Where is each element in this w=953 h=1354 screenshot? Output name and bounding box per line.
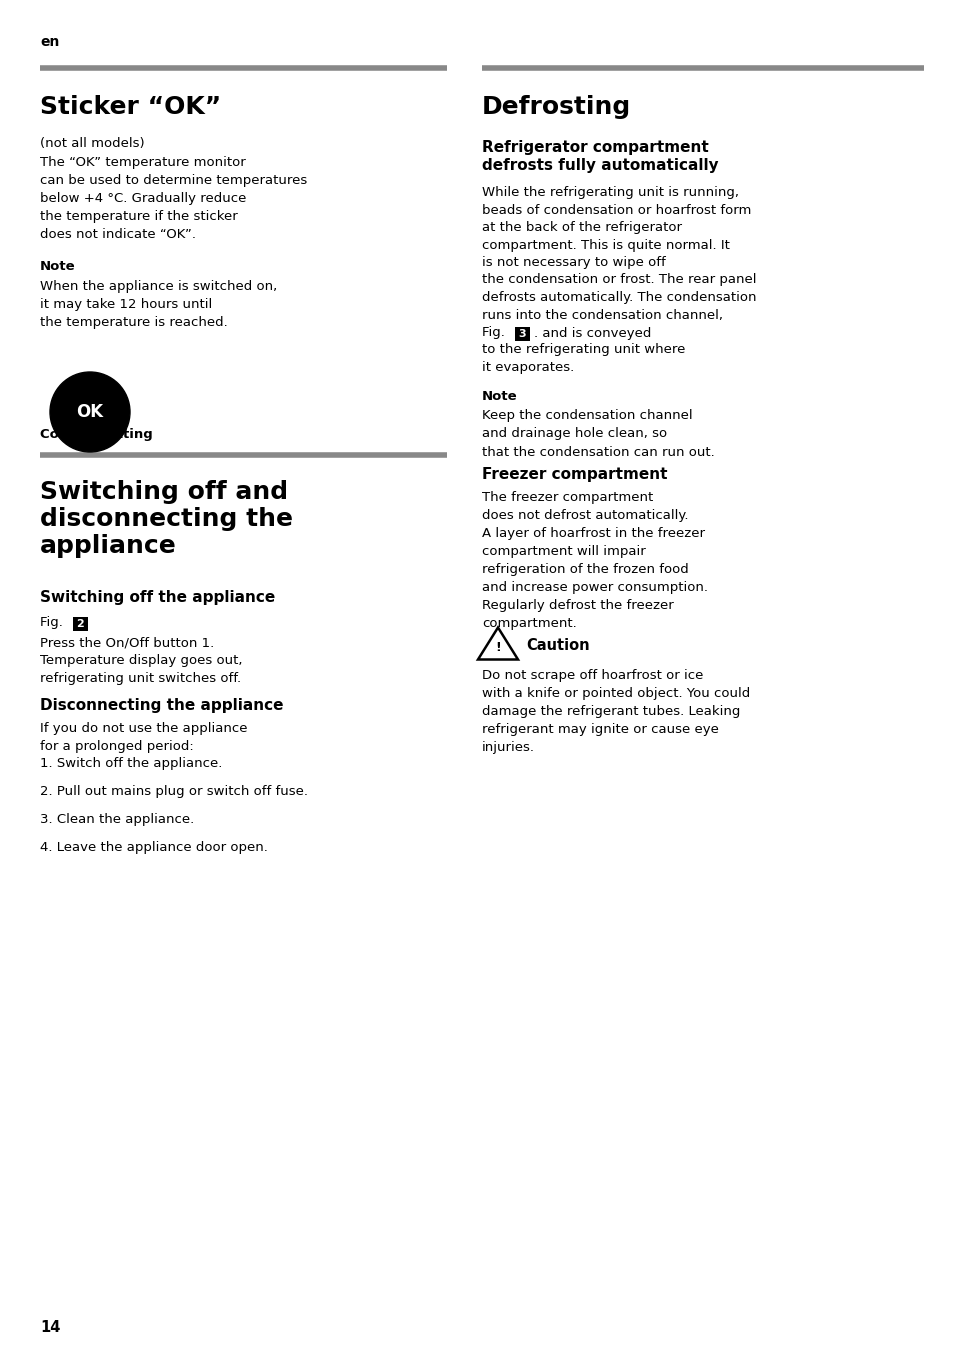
Text: Freezer compartment: Freezer compartment: [481, 467, 667, 482]
Text: beads of condensation or hoarfrost form: beads of condensation or hoarfrost form: [481, 203, 751, 217]
Text: 1. Switch off the appliance.: 1. Switch off the appliance.: [40, 757, 222, 770]
Text: Fig.: Fig.: [40, 616, 67, 630]
Text: Keep the condensation channel
and drainage hole clean, so
that the condensation : Keep the condensation channel and draina…: [481, 409, 714, 459]
FancyBboxPatch shape: [515, 328, 530, 341]
Text: . and is conveyed: . and is conveyed: [534, 326, 651, 340]
Text: 2: 2: [76, 619, 84, 630]
Text: Sticker “OK”: Sticker “OK”: [40, 95, 221, 119]
Text: Switching off and
disconnecting the
appliance: Switching off and disconnecting the appl…: [40, 481, 293, 558]
Text: at the back of the refrigerator: at the back of the refrigerator: [481, 221, 681, 234]
Text: en: en: [40, 35, 59, 49]
Text: If you do not use the appliance
for a prolonged period:: If you do not use the appliance for a pr…: [40, 722, 247, 753]
Text: !: !: [495, 640, 500, 654]
Text: 2. Pull out mains plug or switch off fuse.: 2. Pull out mains plug or switch off fus…: [40, 785, 308, 798]
Text: Defrosting: Defrosting: [481, 95, 631, 119]
Text: Note: Note: [40, 260, 75, 274]
Text: The “OK” temperature monitor
can be used to determine temperatures
below +4 °C. : The “OK” temperature monitor can be used…: [40, 156, 307, 241]
Text: When the appliance is switched on,
it may take 12 hours until
the temperature is: When the appliance is switched on, it ma…: [40, 280, 277, 329]
Text: 4. Leave the appliance door open.: 4. Leave the appliance door open.: [40, 841, 268, 854]
Text: While the refrigerating unit is running,: While the refrigerating unit is running,: [481, 185, 739, 199]
Text: (not all models): (not all models): [40, 137, 145, 150]
Text: Fig.: Fig.: [481, 326, 509, 338]
Text: compartment. This is quite normal. It: compartment. This is quite normal. It: [481, 238, 729, 252]
Polygon shape: [477, 627, 517, 659]
Text: OK: OK: [76, 403, 104, 421]
Text: 3: 3: [518, 329, 526, 338]
Text: Do not scrape off hoarfrost or ice
with a knife or pointed object. You could
dam: Do not scrape off hoarfrost or ice with …: [481, 669, 749, 754]
Text: The freezer compartment
does not defrost automatically.
A layer of hoarfrost in : The freezer compartment does not defrost…: [481, 492, 707, 631]
Text: Note: Note: [481, 390, 517, 402]
Text: Switching off the appliance: Switching off the appliance: [40, 590, 275, 605]
FancyBboxPatch shape: [73, 617, 88, 631]
Text: Caution: Caution: [525, 638, 589, 653]
Text: defrosts automatically. The condensation: defrosts automatically. The condensation: [481, 291, 756, 305]
Text: Correct setting: Correct setting: [40, 428, 152, 441]
Text: runs into the condensation channel,: runs into the condensation channel,: [481, 309, 722, 321]
Text: the condensation or frost. The rear panel: the condensation or frost. The rear pane…: [481, 274, 756, 287]
Text: 3. Clean the appliance.: 3. Clean the appliance.: [40, 812, 194, 826]
Text: is not necessary to wipe off: is not necessary to wipe off: [481, 256, 665, 269]
Text: 14: 14: [40, 1320, 60, 1335]
Text: Disconnecting the appliance: Disconnecting the appliance: [40, 699, 283, 714]
Text: Refrigerator compartment
defrosts fully automatically: Refrigerator compartment defrosts fully …: [481, 139, 718, 173]
Text: Press the On/Off button 1.
Temperature display goes out,
refrigerating unit swit: Press the On/Off button 1. Temperature d…: [40, 636, 242, 685]
Text: to the refrigerating unit where
it evaporates.: to the refrigerating unit where it evapo…: [481, 344, 684, 375]
Circle shape: [50, 372, 130, 452]
